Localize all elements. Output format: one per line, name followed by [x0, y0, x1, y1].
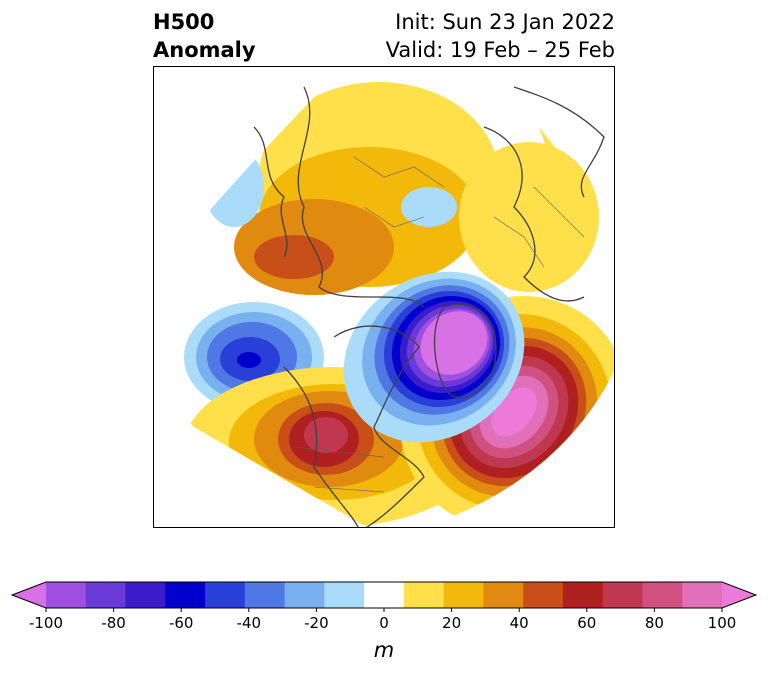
colorbar-tick-label: -20: [304, 614, 329, 632]
border-us-canada: [293, 446, 385, 458]
border-us-mexico: [313, 486, 385, 493]
bering-negative: [204, 147, 264, 227]
border-europe-1: [533, 186, 585, 238]
colorbar-segment: [562, 582, 604, 608]
greenland-coast: [433, 303, 497, 398]
colorbar-segment: [205, 582, 246, 608]
west-coast-na: [283, 366, 359, 527]
pacific-negative-50: [237, 352, 261, 368]
title-field: Anomaly: [153, 38, 256, 62]
colorbar-units: m: [373, 638, 395, 662]
asia-coast: [297, 86, 425, 308]
arctic-negative: [401, 187, 457, 227]
title-left: H500 Anomaly: [153, 8, 256, 64]
init-date: Init: Sun 23 Jan 2022: [395, 10, 615, 34]
colorbar-segment: [46, 582, 87, 608]
east-asia-coast: [253, 126, 288, 258]
europe-coast: [483, 126, 585, 302]
colorbar-segment: [165, 582, 206, 608]
colorbar-segment: [642, 582, 683, 608]
colorbar-segment: [483, 582, 524, 608]
north-america-coast: [333, 325, 425, 527]
colorbar-tick-label: 20: [442, 614, 462, 632]
westus-positive-60: [304, 417, 348, 453]
colorbar-segment: [443, 582, 484, 608]
colorbar-segment: [125, 582, 166, 608]
colorbar-segment: [324, 582, 365, 608]
siberia-positive-50: [254, 235, 334, 279]
colorbar-extend-high: [722, 582, 756, 608]
colorbar-tick-label: 80: [644, 614, 664, 632]
colorbar-tick-label: 40: [509, 614, 529, 632]
border-asia-1: [353, 156, 445, 188]
anomaly-map: [153, 66, 615, 528]
europe-positive-wedge: [539, 127, 594, 197]
scandinavia-coast: [513, 86, 605, 198]
colorbar-tick-label: -60: [168, 614, 194, 632]
colorbar-tick-label: 100: [707, 614, 737, 632]
title-right: Init: Sun 23 Jan 2022 Valid: 19 Feb – 25…: [386, 8, 615, 64]
colorbar-tick-label: 0: [379, 614, 389, 632]
colorbar: [10, 581, 758, 612]
valid-range: Valid: 19 Feb – 25 Feb: [385, 38, 615, 62]
border-europe-2: [493, 216, 545, 268]
colorbar-segment: [244, 582, 286, 608]
borders: [293, 156, 585, 493]
colorbar-segment: [364, 582, 405, 608]
colorbar-tick-label: 60: [577, 614, 597, 632]
colorbar-segment: [682, 582, 723, 608]
colorbar-extend-low: [12, 582, 46, 608]
map-canvas: [184, 82, 614, 527]
colorbar-segment: [85, 582, 127, 608]
europe-positive-20: [459, 142, 599, 292]
greenland-negative-90: [420, 311, 488, 375]
border-asia-2: [363, 206, 425, 228]
colorbar-segment: [284, 582, 325, 608]
anomaly-fill: [184, 82, 614, 527]
colorbar-segment: [403, 582, 445, 608]
coastlines: [253, 86, 605, 527]
colorbar-segment: [602, 582, 643, 608]
title-variable: H500: [153, 10, 215, 34]
colorbar-tick-label: -80: [101, 614, 126, 632]
colorbar-tick-label: -100: [28, 614, 64, 632]
colorbar-segment: [523, 582, 564, 608]
colorbar-tick-label: -40: [236, 614, 262, 632]
